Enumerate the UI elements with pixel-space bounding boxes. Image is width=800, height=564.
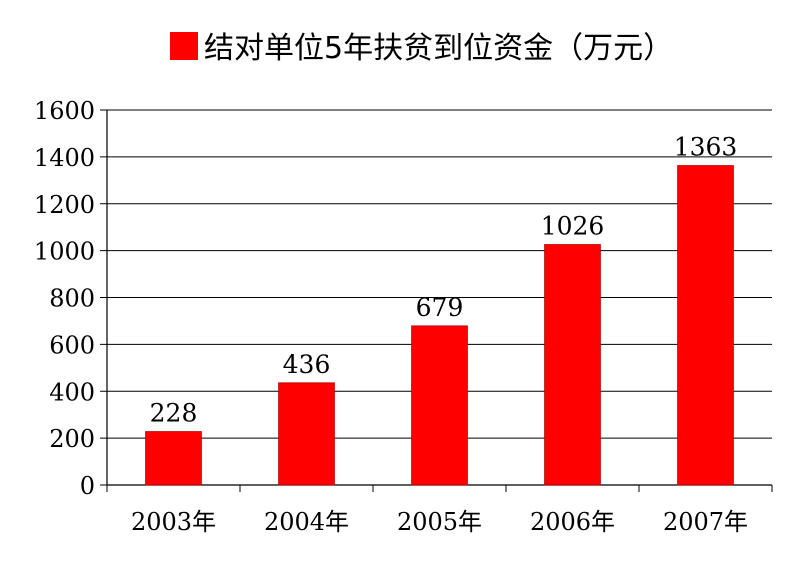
data-label: 228	[150, 399, 198, 428]
data-label: 679	[416, 293, 464, 322]
data-labels: 228 436 679 1026 1363	[150, 133, 738, 428]
x-tick-label: 2003年	[131, 508, 216, 536]
bar	[544, 244, 601, 486]
x-tick-label: 2004年	[264, 508, 349, 536]
x-tick-label: 2005年	[397, 508, 482, 536]
legend: 结对单位5年扶贫到位资金（万元）	[170, 31, 673, 66]
legend-label: 结对单位5年扶贫到位资金（万元）	[204, 31, 673, 66]
y-tick-label: 1200	[34, 191, 95, 219]
bar	[278, 382, 335, 486]
x-tick-label: 2007年	[663, 508, 748, 536]
bar	[677, 165, 734, 486]
bar	[411, 325, 468, 486]
bars	[145, 165, 734, 486]
y-tick-label: 400	[49, 378, 95, 406]
legend-swatch	[170, 32, 198, 60]
y-tick-label: 800	[49, 285, 95, 313]
x-axis: 2003年 2004年 2005年 2006年 2007年	[106, 484, 773, 536]
data-label: 1363	[674, 133, 738, 162]
y-tick-label: 1400	[34, 144, 95, 172]
y-tick-label: 600	[49, 331, 95, 359]
x-tick-label: 2006年	[530, 508, 615, 536]
y-tick-label: 200	[49, 425, 95, 453]
bar	[145, 431, 202, 486]
y-axis: 0 200 400 600 800 1000 1200 1400 1600	[34, 97, 108, 500]
data-label: 436	[283, 350, 331, 379]
y-tick-label: 0	[80, 472, 95, 500]
y-tick-label: 1000	[34, 238, 95, 266]
y-tick-label: 1600	[34, 97, 95, 125]
data-label: 1026	[541, 212, 605, 241]
